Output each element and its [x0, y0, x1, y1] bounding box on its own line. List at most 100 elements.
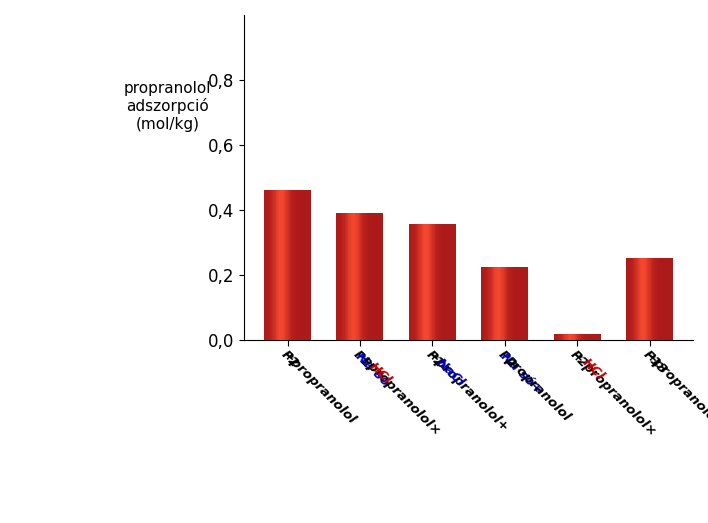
Bar: [523, 267, 525, 340]
Bar: [563, 334, 564, 340]
Bar: [424, 224, 426, 340]
Bar: [514, 267, 515, 340]
Bar: [302, 190, 303, 340]
Bar: [508, 267, 510, 340]
Bar: [350, 213, 352, 340]
Bar: [658, 258, 659, 340]
Bar: [510, 267, 512, 340]
Bar: [433, 224, 435, 340]
Bar: [661, 258, 663, 340]
Bar: [645, 258, 646, 340]
Bar: [372, 213, 373, 340]
Bar: [647, 258, 649, 340]
Bar: [412, 224, 413, 340]
Bar: [421, 224, 422, 340]
Bar: [362, 213, 363, 340]
Bar: [486, 267, 487, 340]
Bar: [298, 190, 299, 340]
Bar: [291, 190, 292, 340]
Bar: [340, 213, 341, 340]
Bar: [593, 334, 595, 340]
Bar: [652, 258, 653, 340]
Bar: [361, 213, 362, 340]
Bar: [429, 224, 430, 340]
Bar: [578, 334, 580, 340]
Text: propranolol
adszorpció
(mol/kg): propranolol adszorpció (mol/kg): [124, 81, 212, 131]
Bar: [554, 334, 555, 340]
Bar: [577, 334, 578, 340]
Bar: [450, 224, 451, 340]
Bar: [566, 334, 568, 340]
Text: P2: P2: [278, 348, 301, 371]
Bar: [411, 224, 412, 340]
Bar: [595, 334, 596, 340]
Bar: [626, 258, 627, 340]
Bar: [559, 334, 561, 340]
Bar: [275, 190, 277, 340]
Bar: [501, 267, 503, 340]
Bar: [426, 224, 428, 340]
Bar: [641, 258, 642, 340]
Bar: [304, 190, 305, 340]
Bar: [303, 190, 304, 340]
Bar: [633, 258, 634, 340]
Bar: [451, 224, 452, 340]
Bar: [573, 334, 575, 340]
Bar: [564, 334, 566, 340]
Bar: [575, 334, 576, 340]
Bar: [482, 267, 484, 340]
Bar: [492, 267, 493, 340]
Bar: [375, 213, 377, 340]
Text: HCl: HCl: [366, 359, 394, 386]
Bar: [512, 267, 513, 340]
Bar: [527, 267, 528, 340]
Bar: [272, 190, 273, 340]
Bar: [631, 258, 632, 340]
Bar: [365, 213, 366, 340]
Bar: [583, 334, 584, 340]
Bar: [443, 224, 444, 340]
Text: propranolol: propranolol: [503, 353, 573, 424]
Text: P2: P2: [496, 348, 522, 374]
Bar: [452, 224, 454, 340]
Bar: [520, 267, 521, 340]
Bar: [562, 334, 563, 340]
Bar: [640, 258, 641, 340]
Text: P2: P2: [350, 348, 377, 374]
Bar: [290, 190, 291, 340]
Bar: [570, 334, 571, 340]
Text: P13: P13: [640, 348, 670, 377]
Bar: [289, 190, 290, 340]
Bar: [270, 190, 271, 340]
Bar: [629, 258, 631, 340]
Bar: [417, 224, 418, 340]
Bar: [438, 224, 440, 340]
Bar: [589, 334, 590, 340]
Bar: [292, 190, 293, 340]
Bar: [416, 224, 417, 340]
Bar: [588, 334, 589, 340]
Bar: [354, 213, 355, 340]
Bar: [336, 213, 338, 340]
Bar: [651, 258, 652, 340]
Bar: [496, 267, 498, 340]
Bar: [338, 213, 340, 340]
Bar: [665, 258, 666, 340]
Bar: [670, 258, 672, 340]
Bar: [597, 334, 598, 340]
Bar: [379, 213, 380, 340]
Bar: [569, 334, 570, 340]
Bar: [556, 334, 557, 340]
Bar: [656, 258, 658, 340]
Bar: [381, 213, 382, 340]
Bar: [266, 190, 268, 340]
Bar: [410, 224, 411, 340]
Bar: [341, 213, 342, 340]
Bar: [505, 267, 506, 340]
Bar: [632, 258, 633, 340]
Bar: [382, 213, 384, 340]
Bar: [444, 224, 445, 340]
Text: HCl: HCl: [579, 356, 607, 383]
Bar: [672, 258, 673, 340]
Bar: [309, 190, 310, 340]
